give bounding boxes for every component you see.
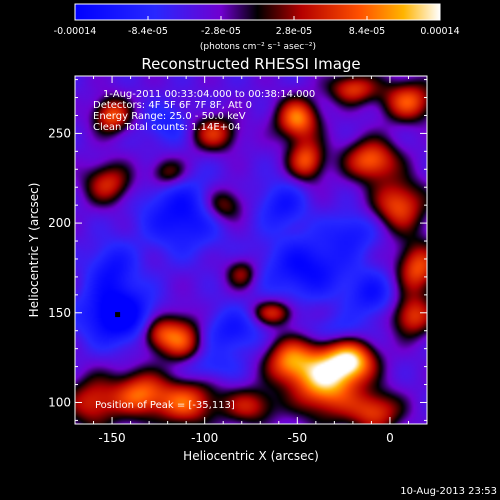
footer-timestamp: 10-Aug-2013 23:53	[400, 486, 497, 497]
x-axis-label: Heliocentric X (arcsec)	[183, 449, 319, 463]
annotation-line: Energy Range: 25.0 - 50.0 keV	[93, 111, 246, 122]
annotation-line: Detectors: 4F 5F 6F 7F 8F, Att 0	[93, 100, 252, 111]
colorbar-tick-label: -0.00014	[54, 26, 97, 37]
y-tick-label: 200	[48, 216, 71, 230]
colorbar-tick-label: 8.4e-05	[349, 26, 385, 37]
chart-title: Reconstructed RHESSI Image	[141, 55, 360, 73]
y-tick-label: 100	[48, 395, 71, 409]
axis-ticks	[74, 76, 428, 424]
annotation-line: Clean Total counts: 1.14E+04	[93, 122, 241, 133]
x-tick-label: 0	[386, 431, 394, 445]
colorbar-unit-label: (photons cm⁻² s⁻¹ asec⁻²)	[200, 42, 316, 52]
y-tick-label: 250	[48, 126, 71, 140]
colorbar-tick-label: -2.8e-05	[201, 26, 241, 37]
plot-frame	[74, 75, 428, 425]
heatmap-area	[75, 76, 427, 424]
colorbar	[74, 3, 441, 21]
colorbar-ticks	[74, 16, 441, 20]
colorbar-tick-label: 0.00014	[420, 26, 459, 37]
x-tick-labels: -150 -100 -50 0	[98, 431, 393, 445]
annotation-line: 1-Aug-2011 00:33:04.000 to 00:38:14.000	[103, 89, 315, 100]
y-axis-label: Heliocentric Y (arcsec)	[27, 183, 41, 318]
peak-position-label: Position of Peak = [-35,113]	[95, 400, 235, 411]
colorbar-tick-label: -8.4e-05	[128, 26, 168, 37]
colorbar-tick-label: 2.8e-05	[276, 26, 312, 37]
colorbar-tick-labels: -0.00014 -8.4e-05 -2.8e-05 2.8e-05 8.4e-05 0.…	[54, 26, 460, 37]
annotation-block: 1-Aug-2011 00:33:04.000 to 00:38:14.000D…	[93, 89, 315, 133]
x-tick-label: -50	[288, 431, 308, 445]
x-tick-label: -150	[98, 431, 125, 445]
y-tick-labels: 100 150 200 250	[48, 126, 71, 409]
heatmap-image	[75, 76, 427, 424]
x-tick-label: -100	[191, 431, 218, 445]
y-tick-label: 150	[48, 306, 71, 320]
minimum-marker	[115, 312, 121, 318]
